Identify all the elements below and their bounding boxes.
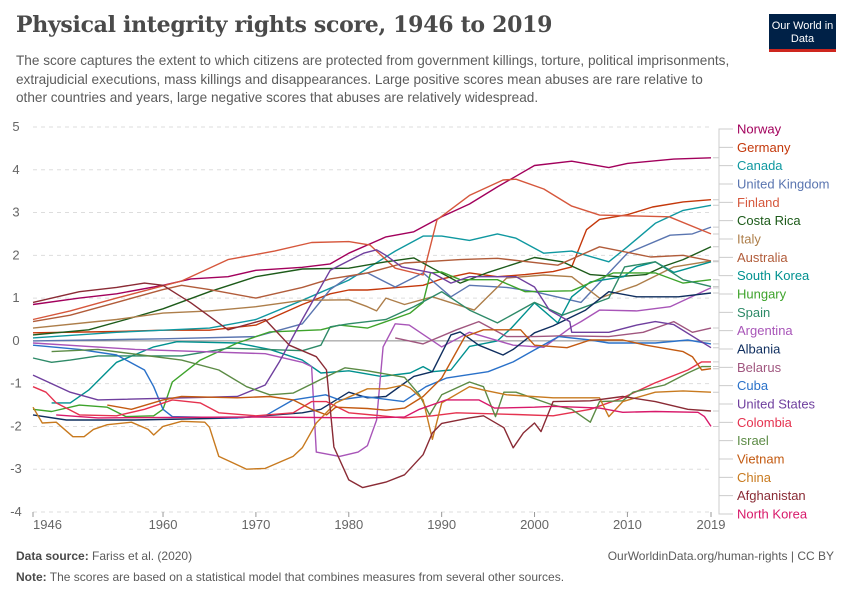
- legend-connector: [713, 220, 733, 248]
- x-tick-label: 2000: [520, 517, 549, 532]
- owid-url[interactable]: OurWorldinData.org/human-rights | CC BY: [607, 549, 834, 563]
- legend-connector: [713, 146, 733, 201]
- legend-label: Finland: [737, 195, 780, 210]
- chart-subtitle: The score captures the extent to which c…: [16, 53, 730, 105]
- legend-label: Norway: [737, 122, 782, 137]
- note-text: The scores are based on a statistical mo…: [49, 570, 565, 584]
- x-tick-label: 2019: [697, 517, 726, 532]
- data-source: Data source: Fariss et al. (2020): [16, 549, 192, 563]
- legend-connector: [713, 368, 733, 460]
- series-line-vietnam: [107, 329, 712, 416]
- legend-label: Argentina: [737, 323, 793, 338]
- series-line-belarus: [395, 320, 712, 345]
- legend-connector: [713, 347, 733, 405]
- y-tick-label: -1: [10, 376, 22, 391]
- series-line-south-korea: [51, 261, 712, 404]
- series-line-italy: [32, 260, 712, 329]
- series-line-argentina: [32, 287, 712, 458]
- source-label: Data source:: [16, 549, 89, 563]
- legend-connector: [713, 292, 733, 350]
- legend-label: Belarus: [737, 360, 782, 375]
- legend-label: Hungary: [737, 287, 787, 302]
- legend-label: Colombia: [737, 415, 793, 430]
- legend-label: United Kingdom: [737, 177, 830, 192]
- x-tick-label: 2010: [613, 517, 642, 532]
- legend-connector: [713, 410, 733, 497]
- x-tick-label: 1990: [427, 517, 456, 532]
- legend-connector: [713, 391, 733, 478]
- series-line-hungary: [32, 271, 712, 418]
- series-line-united-kingdom: [32, 226, 712, 342]
- legend-label: South Korea: [737, 268, 810, 283]
- series-line-colombia: [32, 361, 711, 419]
- series-line-spain: [32, 261, 712, 363]
- series-line-norway: [32, 157, 712, 306]
- legend-label: Germany: [737, 140, 791, 155]
- y-tick-label: -2: [10, 418, 22, 433]
- legend-label: Canada: [737, 158, 783, 173]
- y-tick-label: -3: [10, 461, 22, 476]
- chart-title: Physical integrity rights score, 1946 to…: [16, 12, 553, 38]
- legend-label: Vietnam: [737, 452, 784, 467]
- legend-connector: [713, 201, 733, 235]
- series-line-united-states: [32, 249, 712, 401]
- legend-label: Italy: [737, 232, 761, 247]
- y-tick-label: 3: [12, 205, 19, 220]
- series-line-afghanistan: [32, 282, 712, 489]
- source-link[interactable]: Fariss et al. (2020): [92, 549, 193, 563]
- legend-label: United States: [737, 397, 816, 412]
- legend-connector: [713, 261, 733, 277]
- legend-label: Afghanistan: [737, 488, 806, 503]
- note-label: Note:: [16, 570, 47, 584]
- legend-connector: [713, 128, 733, 159]
- legend-connector: [713, 425, 733, 515]
- x-tick-label: 1946: [33, 517, 62, 532]
- series-line-finland: [32, 178, 712, 321]
- legend-connector: [713, 256, 733, 262]
- legend-label: Albania: [737, 342, 781, 357]
- series-line-china: [32, 384, 712, 470]
- series-line-germany: [32, 199, 712, 334]
- y-tick-label: 2: [12, 247, 19, 262]
- x-tick-label: 1970: [241, 517, 270, 532]
- series-line-australia: [32, 246, 712, 323]
- series-line-israel: [51, 348, 711, 423]
- legend-label: Spain: [737, 305, 770, 320]
- legend-label: North Korea: [737, 507, 808, 522]
- owid-logo[interactable]: Our World in Data: [769, 14, 836, 52]
- series-line-north-korea: [56, 399, 712, 427]
- line-chart: -4 -3 -2 -1 0 1 2 3 4 5 1946 1960 1970 1980 1990 2000 20…: [10, 119, 830, 532]
- legend-connector: [713, 286, 733, 313]
- legend-label: Australia: [737, 250, 788, 265]
- y-tick-label: 4: [12, 162, 19, 177]
- y-tick-label: 0: [12, 333, 19, 348]
- x-tick-label: 1960: [149, 517, 178, 532]
- legend-label: China: [737, 470, 772, 485]
- legend-connector: [713, 343, 733, 387]
- legend-label: Costa Rica: [737, 213, 801, 228]
- x-tick-label: 1980: [334, 517, 363, 532]
- series-line-canada: [32, 204, 712, 339]
- footnote: Note: The scores are based on a statisti…: [16, 570, 564, 584]
- y-tick-label: -4: [10, 504, 22, 519]
- y-tick-label: 1: [12, 290, 19, 305]
- legend-label: Israel: [737, 433, 769, 448]
- legend-label: Cuba: [737, 378, 769, 393]
- series-line-costa-rica: [32, 246, 712, 336]
- y-tick-label: 5: [12, 119, 19, 134]
